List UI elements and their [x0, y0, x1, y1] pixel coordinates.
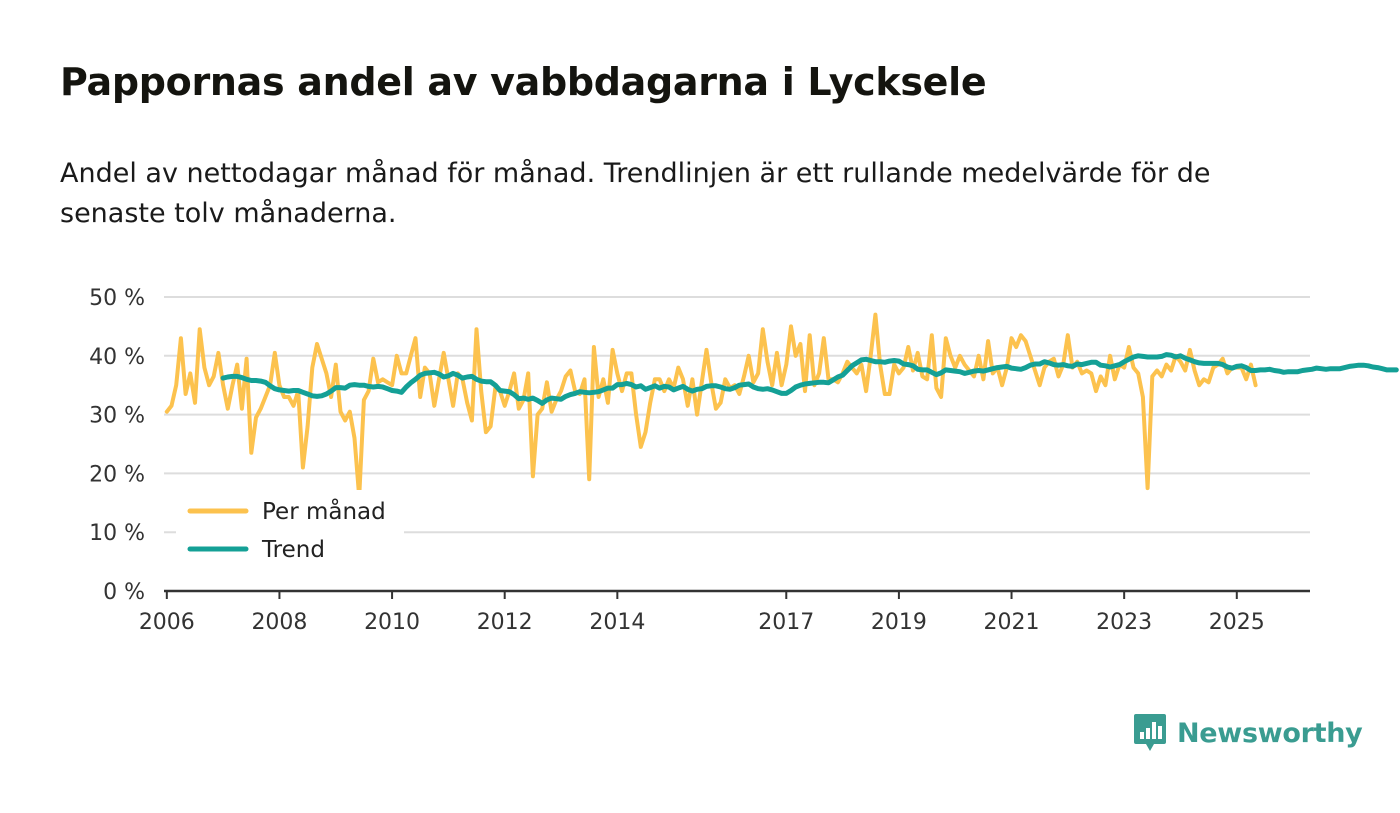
- x-tick-label: 2019: [871, 610, 927, 635]
- series-lines: [164, 312, 1399, 499]
- x-tick-label: 2014: [589, 610, 645, 635]
- x-tick-label: 2021: [984, 610, 1040, 635]
- x-tick-label: 2010: [364, 610, 420, 635]
- newsworthy-logo: Newsworthy: [1133, 712, 1363, 754]
- legend-background: [176, 490, 404, 572]
- x-tick-label: 2006: [139, 610, 195, 635]
- series-line-trend: [220, 352, 1399, 406]
- chart-title: Pappornas andel av vabbdagarna i Lycksel…: [60, 60, 987, 104]
- legend-label-trend: Trend: [261, 537, 325, 563]
- legend: Per månad Trend: [176, 490, 404, 572]
- line-chart: 0 % 10 % 20 % 30 % 40 % 50 % 2006 2008 2010 2012…: [89, 286, 1399, 635]
- newsworthy-logo-icon: [1134, 714, 1166, 751]
- x-tick-label: 2008: [251, 610, 307, 635]
- y-tick-label: 0 %: [103, 580, 145, 605]
- y-tick-label: 20 %: [89, 462, 145, 487]
- legend-label-per-manad: Per månad: [262, 497, 386, 525]
- x-tick-label: 2017: [758, 610, 814, 635]
- brand-name: Newsworthy: [1177, 717, 1363, 749]
- y-axis: 0 % 10 % 20 % 30 % 40 % 50 %: [89, 286, 145, 605]
- y-tick-label: 40 %: [89, 345, 145, 370]
- y-tick-label: 50 %: [89, 286, 145, 311]
- series-line-per-manad: [164, 312, 1258, 499]
- x-axis: 2006 2008 2010 2012 2014 2017 2019 2021 2023 2025: [139, 589, 1310, 635]
- x-tick-label: 2023: [1096, 610, 1152, 635]
- chart-subtitle: Andel av nettodagar månad för månad. Tre…: [60, 158, 1211, 229]
- x-tick-label: 2025: [1209, 610, 1265, 635]
- y-tick-label: 10 %: [89, 521, 145, 546]
- x-tick-label: 2012: [477, 610, 533, 635]
- y-tick-label: 30 %: [89, 404, 145, 429]
- gridlines: [164, 296, 1310, 534]
